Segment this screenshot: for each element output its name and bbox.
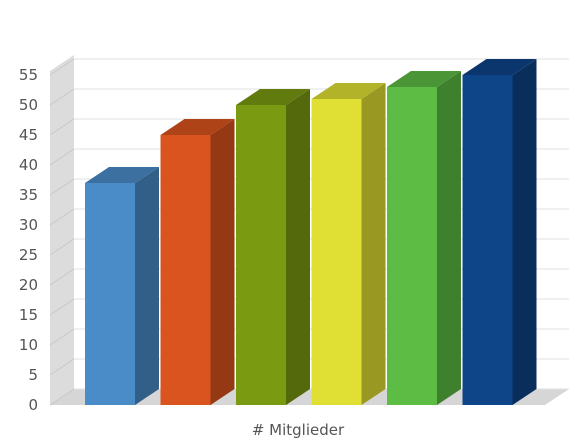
gridline-wall: [49, 298, 75, 316]
y-tick-label: 40: [19, 156, 38, 174]
x-axis-label: # Mitglieder: [252, 421, 345, 439]
y-tick-label: 20: [19, 276, 38, 294]
bars: [85, 59, 537, 405]
bar-side: [210, 119, 235, 405]
gridline-wall: [49, 148, 75, 166]
bar-top: [236, 89, 310, 105]
bar-top: [462, 59, 537, 75]
bar-top: [387, 71, 461, 87]
gridline-wall: [49, 238, 75, 256]
bar-side: [135, 167, 159, 405]
y-tick-label: 50: [19, 96, 38, 114]
y-tick-label: 15: [19, 306, 38, 324]
y-tick-label: 35: [19, 186, 38, 204]
gridline-wall: [49, 388, 75, 406]
bar-side: [286, 89, 310, 405]
bar-side: [512, 59, 537, 405]
gridline-wall: [49, 208, 75, 226]
y-tick-label: 25: [19, 246, 38, 264]
bar-front: [85, 183, 135, 405]
bar-front: [387, 87, 437, 405]
gridline-wall: [49, 58, 75, 76]
y-tick-label: 10: [19, 336, 38, 354]
gridline-wall: [49, 328, 75, 346]
bar: [462, 59, 537, 405]
bar: [311, 83, 386, 405]
bar-side: [437, 71, 461, 405]
bar-front: [236, 105, 286, 405]
bar: [236, 89, 310, 405]
bar-top: [311, 83, 386, 99]
y-axis-ticks: 0 5 10 15 20 25 30 35 40 45 50 55: [19, 66, 38, 414]
gridline-wall: [49, 358, 75, 376]
bar-side: [361, 83, 386, 405]
y-tick-label: 45: [19, 126, 38, 144]
left-wall: [50, 55, 74, 405]
gridline-wall: [49, 268, 75, 286]
bar: [387, 71, 461, 405]
y-tick-label: 55: [19, 66, 38, 84]
bar-front: [311, 99, 362, 405]
bar-top: [160, 119, 235, 135]
y-tick-label: 30: [19, 216, 38, 234]
gridline-wall: [49, 178, 75, 196]
gridline-wall: [49, 118, 75, 136]
bar: [160, 119, 235, 405]
gridline-wall: [49, 88, 75, 106]
bar-front: [160, 135, 211, 405]
y-tick-label: 5: [28, 366, 38, 384]
y-tick-label: 0: [28, 396, 38, 414]
bar-top: [85, 167, 159, 183]
bar-front: [462, 75, 513, 405]
bar: [85, 167, 159, 405]
